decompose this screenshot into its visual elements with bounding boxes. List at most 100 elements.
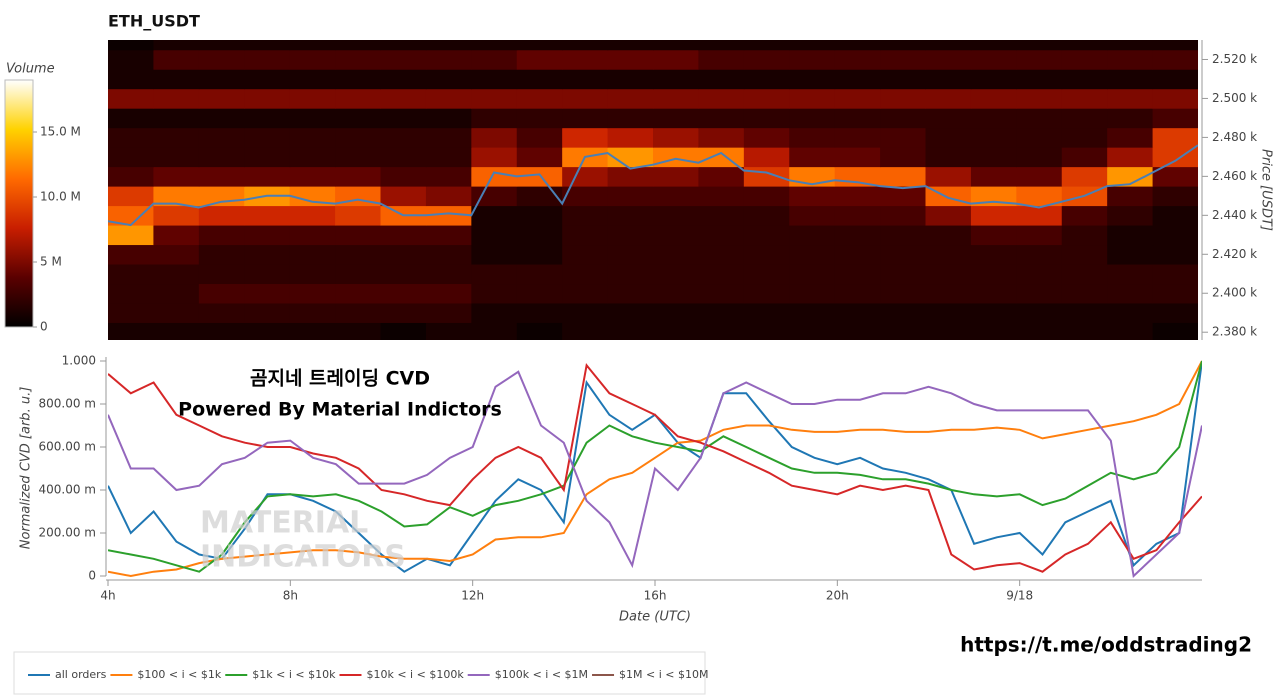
heat-cell <box>471 283 518 304</box>
heat-cell <box>244 244 291 265</box>
heat-cell <box>471 322 518 340</box>
heat-cell <box>607 205 654 226</box>
heat-cell <box>380 69 427 90</box>
heat-cell <box>1107 322 1154 340</box>
heat-cell <box>516 49 563 70</box>
heat-cell <box>198 40 245 51</box>
heat-cell <box>834 205 881 226</box>
heat-cell <box>244 49 291 70</box>
y-tick-label: 2.480 k <box>1212 130 1257 144</box>
heat-cell <box>1152 40 1198 51</box>
colorbar-title: Volume <box>6 62 55 77</box>
heat-cell <box>607 244 654 265</box>
heat-cell <box>789 49 836 70</box>
heat-cell <box>289 225 336 246</box>
heat-cell <box>108 40 154 51</box>
heat-cell <box>607 302 654 323</box>
y-tick-label: 2.400 k <box>1212 286 1257 300</box>
heat-cell <box>1061 283 1108 304</box>
heat-cell <box>1016 49 1063 70</box>
heat-cell <box>1107 108 1154 129</box>
heat-cell <box>335 88 381 109</box>
heat-cell <box>1061 264 1108 285</box>
heat-cell <box>925 127 972 148</box>
heat-cell <box>743 166 790 187</box>
heat-cell <box>244 225 291 246</box>
heat-cell <box>1152 69 1198 90</box>
heat-cell <box>880 302 926 323</box>
heat-cell <box>108 322 154 340</box>
footer-link: https://t.me/oddstrading2 <box>960 633 1252 657</box>
heat-cell <box>834 302 881 323</box>
heat-cell <box>516 205 563 226</box>
heat-cell <box>653 186 699 207</box>
heat-cell <box>1061 108 1108 129</box>
heat-cell <box>834 186 881 207</box>
heat-cell <box>1152 166 1198 187</box>
heat-cell <box>1152 127 1198 148</box>
heat-cell <box>1016 127 1063 148</box>
heat-cell <box>471 108 518 129</box>
x-tick-label: 16h <box>644 589 667 603</box>
heat-cell <box>335 322 381 340</box>
heat-cell <box>516 147 563 168</box>
heat-cell <box>1152 264 1198 285</box>
colorbar-tick-label: 15.0 M <box>40 125 81 139</box>
heat-cell <box>653 322 699 340</box>
heat-cell <box>425 205 472 226</box>
heat-cell <box>743 88 790 109</box>
cvd-line <box>108 360 1202 578</box>
heat-cell <box>380 127 427 148</box>
legend-label: $1k < i < $10k <box>252 668 336 681</box>
heat-cell <box>653 69 699 90</box>
heat-cell <box>380 49 427 70</box>
y-tick-label: 400.00 m <box>39 483 97 497</box>
heat-cell <box>970 283 1017 304</box>
heat-cell <box>425 49 472 70</box>
heat-cell <box>244 40 291 51</box>
heat-cell <box>1107 88 1154 109</box>
heat-cell <box>198 69 245 90</box>
heat-cell <box>471 127 518 148</box>
heat-cell <box>698 40 745 51</box>
heat-cell <box>335 264 381 285</box>
heat-cell <box>153 88 200 109</box>
heat-cell <box>153 302 200 323</box>
heat-cell <box>244 322 291 340</box>
price-line <box>108 144 1198 227</box>
heat-cell <box>743 283 790 304</box>
heat-cell <box>289 264 336 285</box>
legend-box <box>13 651 706 695</box>
heat-cell <box>607 322 654 340</box>
heat-cell <box>1107 147 1154 168</box>
heat-cell <box>1061 127 1108 148</box>
heat-cell <box>153 264 200 285</box>
heat-cell <box>789 225 836 246</box>
heat-cell <box>562 264 609 285</box>
colorbar-tick-label: 10.0 M <box>40 190 81 204</box>
heat-cell <box>698 69 745 90</box>
heat-cell <box>1061 225 1108 246</box>
heat-cell <box>1107 166 1154 187</box>
heat-cell <box>1107 244 1154 265</box>
heat-cell <box>562 127 609 148</box>
heat-cell <box>653 40 699 51</box>
y-tick-label: 2.380 k <box>1212 325 1257 339</box>
heat-cell <box>970 186 1017 207</box>
heat-cell <box>1061 302 1108 323</box>
heat-cell <box>198 49 245 70</box>
heat-cell <box>607 147 654 168</box>
heat-cell <box>471 186 518 207</box>
heat-cell <box>607 186 654 207</box>
heat-cell <box>1061 88 1108 109</box>
heat-cell <box>244 147 291 168</box>
heat-cell <box>653 166 699 187</box>
heat-cell <box>516 225 563 246</box>
heat-cell <box>607 88 654 109</box>
heat-cell <box>335 205 381 226</box>
heat-cell <box>562 225 609 246</box>
heat-cell <box>425 186 472 207</box>
heat-cell <box>289 322 336 340</box>
heat-cell <box>108 108 154 129</box>
heat-cell <box>335 127 381 148</box>
